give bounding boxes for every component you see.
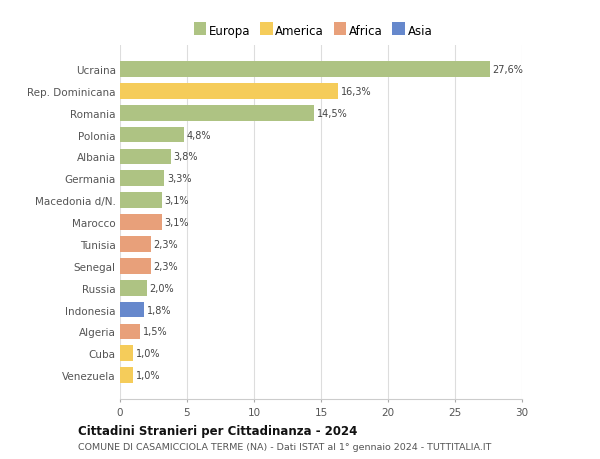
Text: 2,3%: 2,3% xyxy=(154,240,178,249)
Bar xyxy=(120,236,151,252)
Bar xyxy=(120,258,151,274)
Text: 3,3%: 3,3% xyxy=(167,174,191,184)
Bar xyxy=(120,106,314,121)
Text: 14,5%: 14,5% xyxy=(317,108,348,118)
Text: COMUNE DI CASAMICCIOLA TERME (NA) - Dati ISTAT al 1° gennaio 2024 - TUTTITALIA.I: COMUNE DI CASAMICCIOLA TERME (NA) - Dati… xyxy=(78,442,491,451)
Bar xyxy=(120,171,164,187)
Bar xyxy=(120,128,184,143)
Text: 1,8%: 1,8% xyxy=(147,305,172,315)
Bar xyxy=(120,215,161,230)
Text: 3,1%: 3,1% xyxy=(164,218,189,228)
Bar xyxy=(120,302,144,318)
Text: 3,1%: 3,1% xyxy=(164,196,189,206)
Text: 1,5%: 1,5% xyxy=(143,327,167,337)
Bar xyxy=(120,193,161,209)
Text: 2,0%: 2,0% xyxy=(149,283,174,293)
Bar xyxy=(120,84,338,100)
Legend: Europa, America, Africa, Asia: Europa, America, Africa, Asia xyxy=(189,20,437,42)
Bar xyxy=(120,280,147,296)
Bar xyxy=(120,149,171,165)
Text: 2,3%: 2,3% xyxy=(154,261,178,271)
Text: 4,8%: 4,8% xyxy=(187,130,212,140)
Text: 1,0%: 1,0% xyxy=(136,348,161,358)
Text: 16,3%: 16,3% xyxy=(341,87,372,97)
Bar xyxy=(120,62,490,78)
Bar xyxy=(120,368,133,383)
Bar xyxy=(120,346,133,361)
Text: 27,6%: 27,6% xyxy=(493,65,523,75)
Bar xyxy=(120,324,140,340)
Text: 1,0%: 1,0% xyxy=(136,370,161,381)
Text: 3,8%: 3,8% xyxy=(173,152,198,162)
Text: Cittadini Stranieri per Cittadinanza - 2024: Cittadini Stranieri per Cittadinanza - 2… xyxy=(78,424,358,437)
